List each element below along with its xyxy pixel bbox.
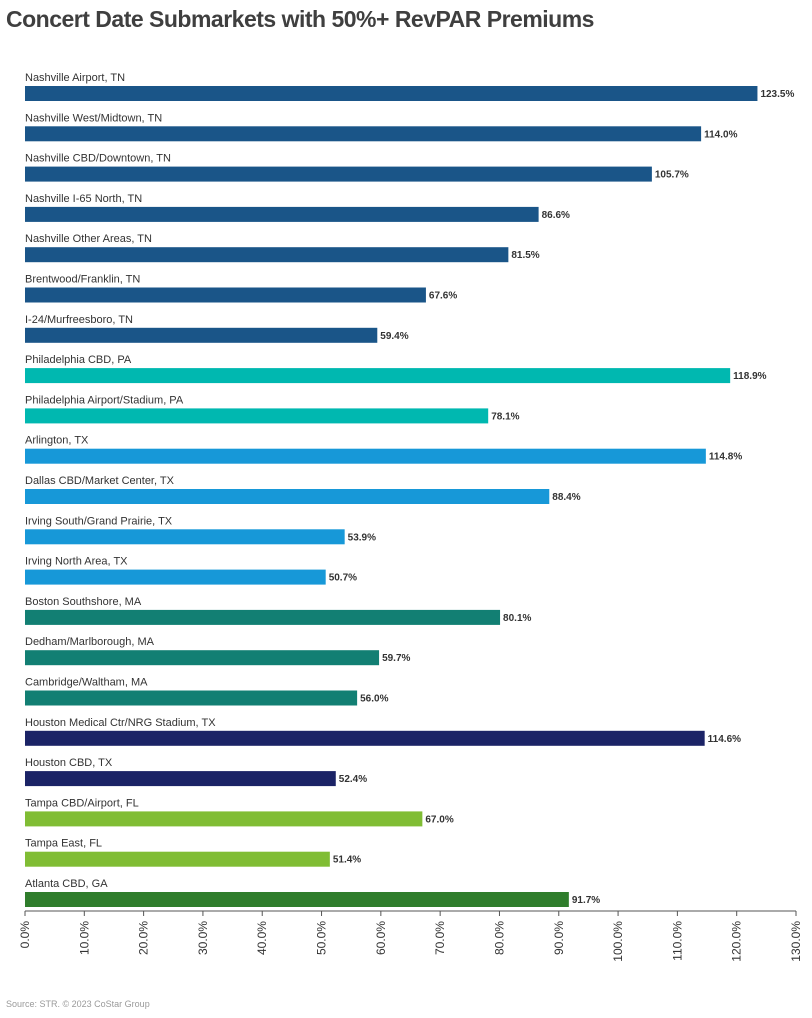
category-label: I-24/Murfreesboro, TN xyxy=(25,314,133,326)
value-label: 51.4% xyxy=(333,855,361,866)
value-label: 118.9% xyxy=(733,371,766,382)
category-label: Brentwood/Franklin, TN xyxy=(25,274,140,286)
category-label: Nashville West/Midtown, TN xyxy=(25,112,162,124)
bar xyxy=(25,529,345,545)
value-label: 53.9% xyxy=(348,532,376,543)
x-tick-label: 0.0% xyxy=(18,921,32,949)
category-label: Nashville I-65 North, TN xyxy=(25,193,142,205)
bar xyxy=(25,690,358,706)
value-label: 52.4% xyxy=(339,774,367,785)
value-label: 114.8% xyxy=(709,452,742,463)
category-label: Nashville Airport, TN xyxy=(25,72,125,84)
x-tick-label: 100.0% xyxy=(611,921,625,962)
value-label: 59.7% xyxy=(382,653,410,664)
category-label: Houston CBD, TX xyxy=(25,757,113,769)
category-label: Boston Southshore, MA xyxy=(25,596,142,608)
x-tick-label: 10.0% xyxy=(77,921,91,955)
category-label: Cambridge/Waltham, MA xyxy=(25,677,148,689)
value-label: 88.4% xyxy=(552,492,580,503)
x-tick-label: 130.0% xyxy=(789,921,803,962)
value-label: 86.6% xyxy=(542,210,570,221)
value-label: 67.6% xyxy=(429,291,457,302)
bar xyxy=(25,368,731,384)
bar xyxy=(25,650,380,666)
x-tick-label: 110.0% xyxy=(670,921,684,961)
bar xyxy=(25,489,550,504)
chart-title: Concert Date Submarkets with 50%+ RevPAR… xyxy=(6,6,594,32)
x-tick-label: 50.0% xyxy=(315,921,329,955)
bar xyxy=(25,609,501,625)
x-tick-label: 120.0% xyxy=(730,921,744,962)
x-tick-label: 40.0% xyxy=(255,921,269,955)
bar xyxy=(25,448,706,464)
bar xyxy=(25,166,652,182)
value-label: 78.1% xyxy=(491,411,519,422)
category-label: Irving North Area, TX xyxy=(25,556,128,568)
category-label: Irving South/Grand Prairie, TX xyxy=(25,515,173,527)
category-label: Nashville Other Areas, TN xyxy=(25,233,152,245)
value-label: 67.0% xyxy=(425,814,453,825)
value-label: 81.5% xyxy=(511,250,539,261)
category-label: Dedham/Marlborough, MA xyxy=(25,636,155,648)
category-label: Atlanta CBD, GA xyxy=(25,878,108,890)
category-label: Arlington, TX xyxy=(25,435,89,447)
value-label: 91.7% xyxy=(572,895,600,906)
bar xyxy=(25,287,426,303)
value-label: 80.1% xyxy=(503,613,531,624)
value-label: 114.6% xyxy=(708,734,741,745)
category-label: Nashville CBD/Downtown, TN xyxy=(25,153,171,165)
bar xyxy=(25,327,378,343)
bar xyxy=(25,851,330,867)
bar xyxy=(25,569,326,585)
bar xyxy=(25,126,702,142)
bar xyxy=(25,206,539,222)
x-tick-label: 80.0% xyxy=(492,921,506,955)
bar xyxy=(25,247,509,263)
bar xyxy=(25,730,705,746)
x-tick-label: 90.0% xyxy=(552,921,566,955)
x-tick-label: 30.0% xyxy=(196,921,210,955)
bar xyxy=(25,86,758,101)
value-label: 56.0% xyxy=(360,694,388,705)
category-label: Houston Medical Ctr/NRG Stadium, TX xyxy=(25,717,216,729)
source-note: Source: STR. © 2023 CoStar Group xyxy=(6,999,150,1009)
bar xyxy=(25,408,489,424)
value-label: 105.7% xyxy=(655,170,689,181)
x-tick-label: 70.0% xyxy=(433,921,447,955)
x-tick-label: 60.0% xyxy=(374,921,388,955)
value-label: 50.7% xyxy=(329,573,357,584)
bar xyxy=(25,811,423,827)
bar xyxy=(25,771,336,787)
category-label: Dallas CBD/Market Center, TX xyxy=(25,475,175,487)
value-label: 123.5% xyxy=(760,89,794,100)
value-label: 59.4% xyxy=(380,331,408,342)
bar xyxy=(25,892,569,907)
category-label: Philadelphia CBD, PA xyxy=(25,354,132,366)
category-label: Philadelphia Airport/Stadium, PA xyxy=(25,394,184,406)
value-label: 114.0% xyxy=(704,129,737,140)
x-tick-label: 20.0% xyxy=(137,921,151,955)
category-label: Tampa CBD/Airport, FL xyxy=(25,797,139,809)
category-label: Tampa East, FL xyxy=(25,838,102,850)
